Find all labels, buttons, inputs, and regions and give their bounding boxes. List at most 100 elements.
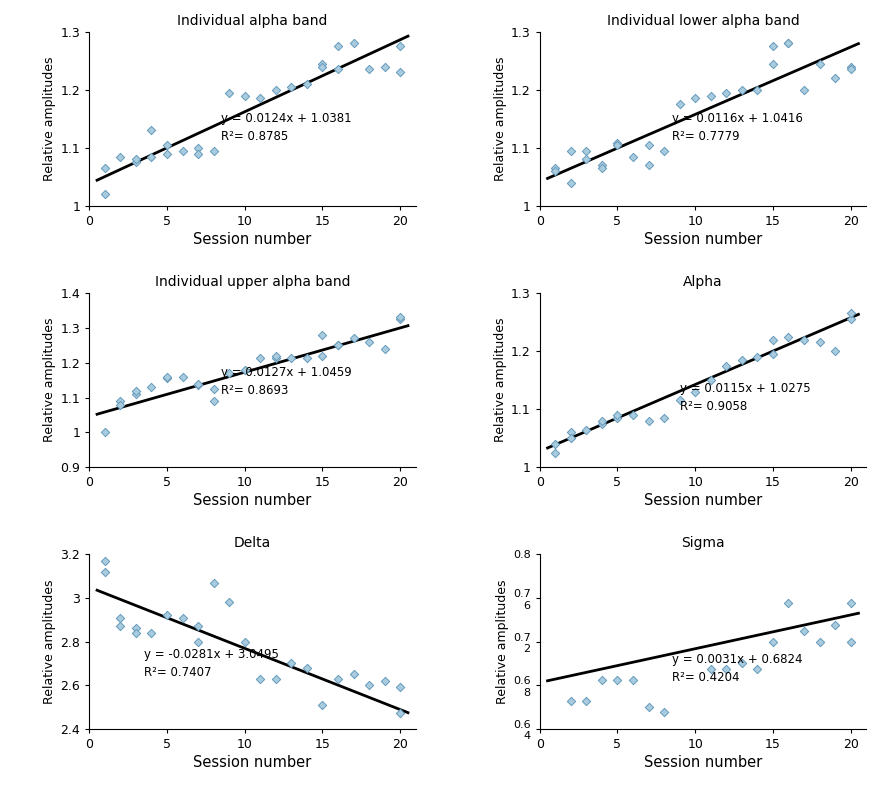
- Point: [735, 657, 749, 670]
- Point: [284, 351, 298, 364]
- Point: [828, 619, 842, 631]
- Point: [315, 57, 330, 70]
- Point: [253, 672, 267, 685]
- Point: [689, 386, 703, 398]
- Point: [393, 707, 407, 720]
- Point: [97, 565, 112, 578]
- Point: [797, 333, 811, 346]
- Point: [813, 336, 827, 348]
- Point: [548, 165, 563, 177]
- Y-axis label: Relative amplitudes: Relative amplitudes: [44, 56, 56, 181]
- Point: [626, 409, 640, 421]
- Point: [160, 147, 174, 160]
- Point: [735, 353, 749, 366]
- Point: [766, 40, 780, 52]
- Point: [766, 348, 780, 360]
- Text: y = 0.0124x + 1.0381
R²= 0.8785: y = 0.0124x + 1.0381 R²= 0.8785: [221, 112, 352, 143]
- Point: [331, 40, 346, 52]
- Point: [641, 159, 655, 172]
- Point: [113, 394, 128, 407]
- Point: [844, 63, 858, 76]
- Point: [145, 150, 159, 163]
- Point: [238, 89, 252, 102]
- Point: [331, 63, 346, 76]
- Point: [610, 137, 624, 150]
- Point: [206, 383, 221, 395]
- Point: [393, 40, 407, 52]
- Point: [206, 577, 221, 589]
- Point: [641, 700, 655, 713]
- Point: [284, 657, 298, 669]
- X-axis label: Session number: Session number: [194, 232, 312, 247]
- Point: [563, 144, 578, 157]
- Point: [704, 662, 718, 675]
- Point: [626, 673, 640, 686]
- Point: [672, 98, 687, 111]
- Point: [191, 620, 205, 633]
- Point: [269, 672, 283, 685]
- Point: [393, 681, 407, 694]
- Point: [689, 92, 703, 105]
- Point: [580, 144, 594, 157]
- Point: [129, 626, 143, 639]
- Point: [300, 661, 314, 674]
- Title: Individual alpha band: Individual alpha band: [178, 13, 328, 28]
- X-axis label: Session number: Session number: [644, 493, 762, 508]
- Point: [781, 597, 796, 610]
- Point: [284, 81, 298, 93]
- Point: [346, 332, 361, 345]
- Point: [315, 329, 330, 341]
- Point: [145, 124, 159, 137]
- Point: [548, 447, 563, 459]
- Point: [781, 330, 796, 343]
- Title: Sigma: Sigma: [681, 536, 725, 550]
- Point: [300, 78, 314, 90]
- X-axis label: Session number: Session number: [194, 755, 312, 770]
- Y-axis label: Relative amplitudes: Relative amplitudes: [494, 56, 507, 181]
- Point: [580, 153, 594, 166]
- Point: [844, 597, 858, 610]
- Point: [113, 150, 128, 163]
- Point: [315, 60, 330, 73]
- Point: [844, 60, 858, 73]
- Point: [191, 379, 205, 392]
- Point: [175, 611, 189, 624]
- Point: [315, 699, 330, 711]
- Point: [113, 398, 128, 411]
- Point: [393, 313, 407, 326]
- Point: [563, 177, 578, 189]
- Point: [844, 635, 858, 648]
- Point: [160, 372, 174, 385]
- Point: [160, 371, 174, 383]
- Point: [346, 37, 361, 50]
- Point: [610, 139, 624, 151]
- Point: [160, 609, 174, 622]
- Point: [191, 142, 205, 154]
- X-axis label: Session number: Session number: [194, 493, 312, 508]
- Point: [689, 771, 703, 784]
- Point: [362, 679, 376, 691]
- Point: [129, 388, 143, 401]
- Point: [704, 89, 718, 102]
- Point: [206, 394, 221, 407]
- Point: [797, 83, 811, 96]
- Point: [750, 83, 764, 96]
- Point: [393, 311, 407, 324]
- Point: [378, 674, 392, 687]
- Point: [657, 144, 672, 157]
- Point: [191, 147, 205, 160]
- Point: [766, 57, 780, 70]
- Point: [626, 150, 640, 163]
- Y-axis label: Relative amplitudes: Relative amplitudes: [496, 579, 509, 704]
- Point: [704, 374, 718, 386]
- Point: [719, 662, 733, 675]
- Point: [735, 83, 749, 96]
- Text: y = -0.0281x + 3.0495
R²= 0.7407: y = -0.0281x + 3.0495 R²= 0.7407: [144, 648, 279, 679]
- Point: [828, 72, 842, 85]
- Point: [97, 188, 112, 200]
- Point: [269, 83, 283, 96]
- Point: [610, 409, 624, 421]
- Point: [175, 371, 189, 383]
- Point: [844, 307, 858, 320]
- Point: [797, 624, 811, 637]
